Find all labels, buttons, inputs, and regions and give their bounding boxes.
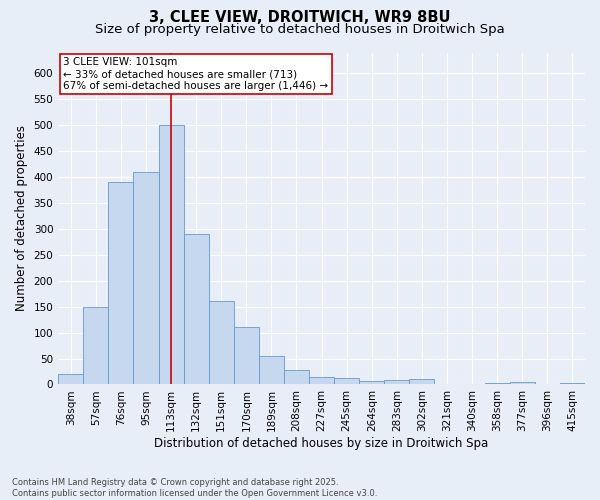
Bar (334, 378, 359, 384)
Text: Size of property relative to detached houses in Droitwich Spa: Size of property relative to detached ho… (95, 22, 505, 36)
Text: 3 CLEE VIEW: 101sqm
← 33% of detached houses are smaller (713)
67% of semi-detac: 3 CLEE VIEW: 101sqm ← 33% of detached ho… (64, 58, 329, 90)
Bar (209, 302, 234, 384)
Bar (359, 381, 385, 384)
Bar (284, 370, 309, 384)
Bar (83, 306, 109, 384)
X-axis label: Distribution of detached houses by size in Droitwich Spa: Distribution of detached houses by size … (154, 437, 489, 450)
Bar (184, 234, 209, 384)
Text: 3, CLEE VIEW, DROITWICH, WR9 8BU: 3, CLEE VIEW, DROITWICH, WR9 8BU (149, 10, 451, 25)
Bar (234, 328, 259, 384)
Bar (560, 383, 585, 384)
Bar (485, 383, 510, 384)
Bar (309, 376, 334, 384)
Bar (259, 356, 284, 384)
Bar (385, 380, 409, 384)
Bar (510, 382, 535, 384)
Bar (133, 172, 158, 384)
Bar (158, 125, 184, 384)
Bar (409, 380, 434, 384)
Y-axis label: Number of detached properties: Number of detached properties (15, 126, 28, 312)
Text: Contains HM Land Registry data © Crown copyright and database right 2025.
Contai: Contains HM Land Registry data © Crown c… (12, 478, 377, 498)
Bar (58, 374, 83, 384)
Bar (109, 182, 133, 384)
